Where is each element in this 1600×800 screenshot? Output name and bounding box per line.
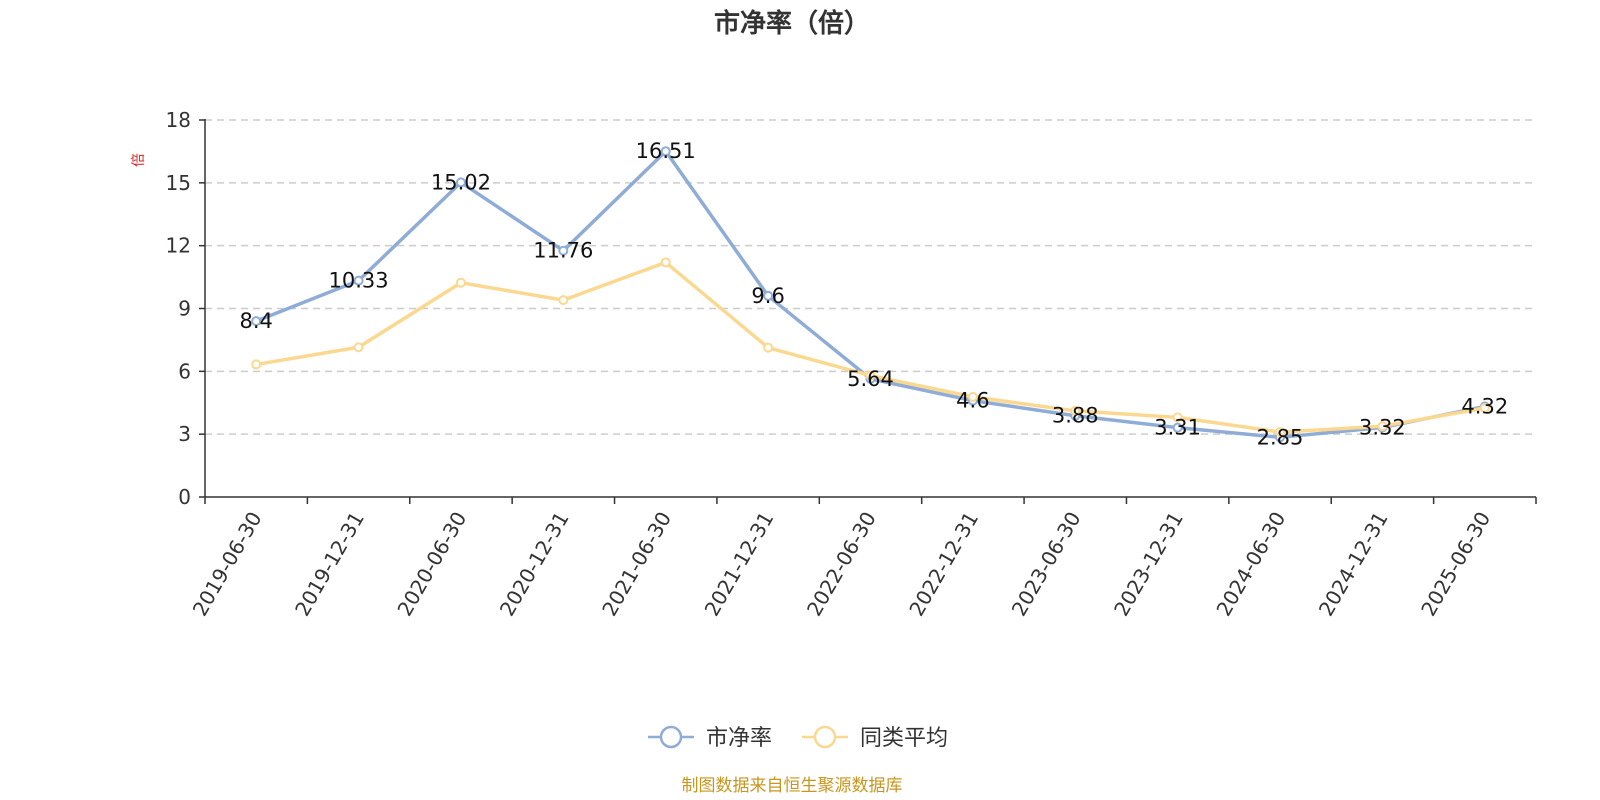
x-tick-label: 2019-12-31 [290,508,369,621]
y-tick-label: 15 [166,171,191,195]
y-axis-unit-label: 倍 [131,153,147,167]
y-tick-label: 3 [178,422,191,446]
series-point-0 [1172,422,1183,433]
legend-label: 市净率 [706,726,772,751]
series-point-0 [353,275,364,286]
legend-label: 同类平均 [860,726,948,751]
series-point-0 [763,290,774,301]
y-tick-label: 6 [178,359,191,383]
series-point-1 [865,370,876,381]
data-label: 5.64 [847,367,894,391]
series-point-1 [1377,421,1388,432]
x-tick-label: 2019-06-30 [188,508,267,621]
data-label: 4.32 [1461,395,1508,419]
y-tick-label: 0 [178,485,191,509]
series-point-1 [1479,402,1490,413]
source-note: 制图数据来自恒生聚源数据库 [682,776,903,796]
y-tick-label: 9 [178,297,191,321]
series-point-1 [558,295,569,306]
data-label: 3.31 [1154,416,1201,440]
data-label: 8.4 [239,309,272,333]
data-label: 3.32 [1359,415,1406,439]
series-point-1 [967,391,978,402]
data-label: 11.76 [533,239,593,263]
data-label: 15.02 [431,170,491,194]
x-tick-label: 2024-12-31 [1314,508,1393,621]
y-tick-label: 18 [166,108,191,132]
x-tick-label: 2020-12-31 [495,508,574,621]
series-point-1 [353,342,364,353]
data-label: 10.33 [329,269,389,293]
x-tick-label: 2025-06-30 [1416,508,1495,621]
x-tick-label: 2021-12-31 [700,508,779,621]
y-tick-label: 12 [166,234,191,258]
series-point-1 [1275,427,1286,438]
series-point-1 [660,257,671,268]
series-point-1 [763,342,774,353]
x-tick-label: 2021-06-30 [597,508,676,621]
x-tick-label: 2022-06-30 [802,508,881,621]
series-point-1 [1172,412,1183,423]
series-point-1 [455,277,466,288]
data-label: 16.51 [636,139,696,163]
series-line-1 [255,260,1486,434]
data-label: 2.85 [1257,425,1304,449]
data-label: 4.6 [956,389,989,413]
series-point-1 [1070,405,1081,416]
series-point-0 [558,245,569,256]
legend-swatch-marker [813,725,837,749]
series-point-0 [251,316,262,327]
x-tick-label: 2024-06-30 [1211,508,1290,621]
series-point-1 [251,359,262,370]
x-tick-label: 2020-06-30 [392,508,471,621]
series-point-0 [660,146,671,157]
x-tick-label: 2022-12-31 [904,508,983,621]
x-tick-label: 2023-06-30 [1007,508,1086,621]
chart-title: 市净率（倍） [714,8,870,39]
legend[interactable]: 市净率 同类平均 [648,725,948,751]
legend-swatch-marker [659,725,683,749]
series-point-0 [455,177,466,188]
series-group [251,146,1490,443]
x-tick-label: 2023-12-31 [1109,508,1188,621]
data-labels: 8.4 10.33 15.02 11.76 16.51 9.6 5.64 4.6 3.88 3.3… [239,139,1508,449]
data-label: 9.6 [751,284,784,308]
data-label: 3.88 [1052,404,1099,428]
